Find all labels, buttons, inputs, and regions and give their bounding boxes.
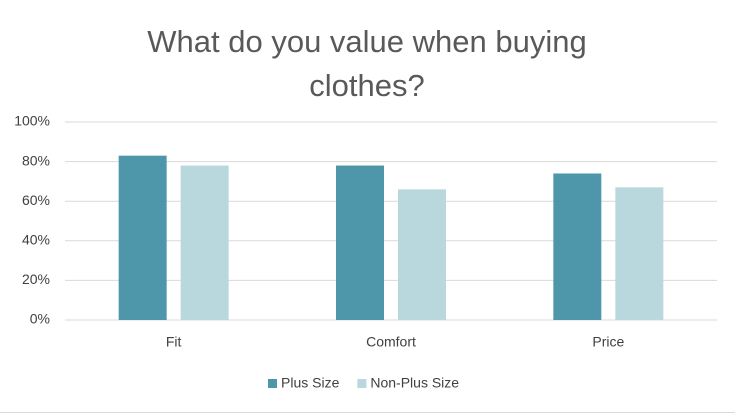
x-tick-label: Price [592,334,624,350]
x-tick-label: Comfort [366,334,416,350]
x-tick-label: Fit [166,334,182,350]
legend-label: Plus Size [281,375,340,391]
y-tick-label: 80% [22,152,50,168]
bar [180,165,229,320]
chart-title: What do you value when buying clothes? [147,24,587,103]
y-tick-label: 100% [14,113,50,129]
y-tick-label: 20% [22,271,50,287]
y-tick-label: 60% [22,192,50,208]
y-tick-label: 40% [22,232,50,248]
legend-label: Non-Plus Size [370,375,459,391]
bar [615,187,664,320]
bar [118,155,167,320]
bar [553,173,602,320]
y-tick-label: 0% [30,311,50,327]
bar [398,189,446,320]
bar [336,165,384,320]
legend-swatch [357,379,367,388]
legend-swatch [268,379,277,388]
